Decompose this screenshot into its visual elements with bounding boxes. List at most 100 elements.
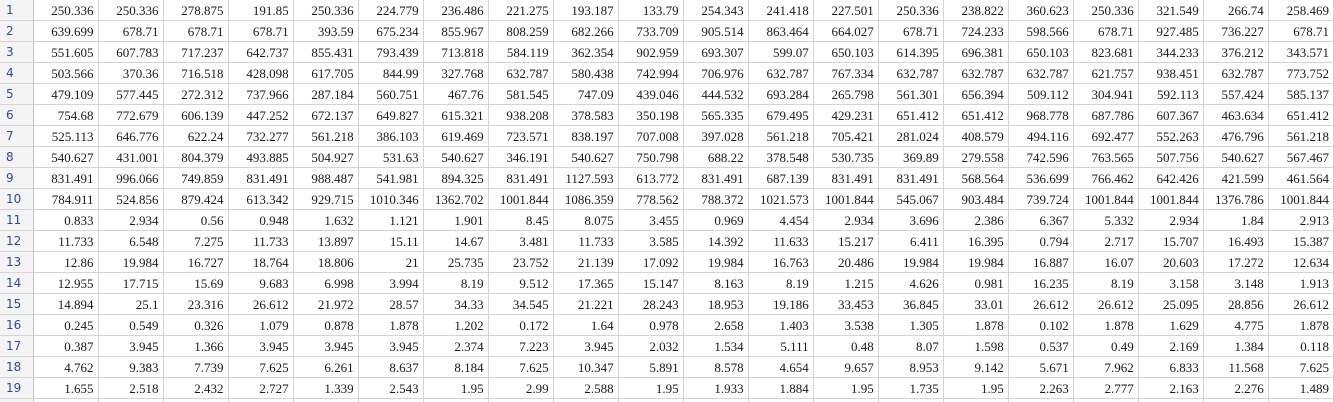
table-cell[interactable]: 15.217 [813, 230, 879, 252]
table-cell[interactable]: 14.67 [423, 230, 489, 252]
table-cell[interactable]: 2.934 [813, 209, 879, 231]
table-cell[interactable]: 12.634 [1268, 251, 1334, 273]
table-cell[interactable]: 540.627 [553, 146, 619, 168]
table-cell[interactable]: 823.681 [1073, 41, 1139, 63]
table-cell[interactable]: 1.384 [1203, 335, 1269, 357]
table-cell[interactable]: 639.699 [33, 20, 99, 42]
table-cell[interactable]: 241.418 [748, 0, 814, 21]
table-cell[interactable]: 428.098 [228, 62, 294, 84]
table-cell[interactable]: 8.19 [423, 272, 489, 294]
table-cell[interactable]: 1001.844 [1138, 188, 1204, 210]
table-cell[interactable]: 2.205 [423, 398, 489, 402]
table-cell[interactable]: 7.625 [228, 356, 294, 378]
table-cell[interactable]: 33.01 [943, 293, 1009, 315]
table-cell[interactable]: 21.972 [293, 293, 359, 315]
table-cell[interactable]: 988.487 [293, 167, 359, 189]
table-cell[interactable]: 369.89 [878, 146, 944, 168]
table-cell[interactable]: 540.627 [33, 146, 99, 168]
table-cell[interactable]: 736.227 [1203, 20, 1269, 42]
row-header[interactable]: 2 [0, 20, 34, 42]
table-cell[interactable]: 19.984 [943, 251, 1009, 273]
table-cell[interactable]: 733.709 [618, 20, 684, 42]
table-cell[interactable]: 18.764 [228, 251, 294, 273]
table-cell[interactable]: 717.237 [163, 41, 229, 63]
table-cell[interactable]: 1.534 [683, 335, 749, 357]
table-cell[interactable]: 541.981 [358, 167, 424, 189]
table-cell[interactable]: 3.805 [813, 398, 879, 402]
table-cell[interactable]: 598.566 [1008, 20, 1074, 42]
table-cell[interactable]: 567.467 [1268, 146, 1334, 168]
table-cell[interactable]: 17.092 [618, 251, 684, 273]
table-cell[interactable]: 370.36 [98, 62, 164, 84]
table-cell[interactable]: 1.339 [293, 377, 359, 399]
table-cell[interactable]: 8.184 [423, 356, 489, 378]
table-cell[interactable]: 651.412 [943, 104, 1009, 126]
table-cell[interactable]: 615.321 [423, 104, 489, 126]
table-cell[interactable]: 632.787 [488, 62, 554, 84]
table-cell[interactable]: 678.71 [98, 20, 164, 42]
table-cell[interactable]: 737.966 [228, 83, 294, 105]
table-cell[interactable]: 773.752 [1268, 62, 1334, 84]
row-header[interactable]: 18 [0, 356, 34, 378]
table-cell[interactable]: 693.284 [748, 83, 814, 105]
table-cell[interactable]: 1.933 [683, 377, 749, 399]
row-header[interactable]: 9 [0, 167, 34, 189]
table-cell[interactable]: 632.787 [943, 62, 1009, 84]
table-cell[interactable]: 855.967 [423, 20, 489, 42]
table-cell[interactable]: 1.84 [1203, 209, 1269, 231]
table-cell[interactable]: 577.445 [98, 83, 164, 105]
table-cell[interactable]: 1001.844 [813, 188, 879, 210]
table-cell[interactable]: 2.276 [1203, 377, 1269, 399]
table-cell[interactable]: 1.202 [423, 314, 489, 336]
table-cell[interactable]: 26.612 [228, 293, 294, 315]
table-cell[interactable]: 592.113 [1138, 83, 1204, 105]
table-cell[interactable]: 16.949 [488, 398, 554, 402]
table-cell[interactable]: 281.024 [878, 125, 944, 147]
table-cell[interactable]: 258.469 [1268, 0, 1334, 21]
table-cell[interactable]: 1.901 [423, 209, 489, 231]
table-cell[interactable]: 742.596 [1008, 146, 1074, 168]
table-cell[interactable]: 479.109 [33, 83, 99, 105]
table-cell[interactable]: 767.334 [813, 62, 879, 84]
table-cell[interactable]: 581.545 [488, 83, 554, 105]
table-cell[interactable]: 8.61 [163, 398, 229, 402]
table-cell[interactable]: 0.326 [163, 314, 229, 336]
table-cell[interactable]: 26.612 [1008, 293, 1074, 315]
table-cell[interactable]: 6.548 [98, 230, 164, 252]
row-header[interactable]: 15 [0, 293, 34, 315]
row-header[interactable]: 11 [0, 209, 34, 231]
table-cell[interactable]: 224.779 [358, 0, 424, 21]
table-cell[interactable]: 705.421 [813, 125, 879, 147]
table-cell[interactable]: 6.411 [878, 230, 944, 252]
table-cell[interactable]: 503.566 [33, 62, 99, 84]
table-cell[interactable]: 772.679 [98, 104, 164, 126]
table-cell[interactable]: 1.629 [1138, 314, 1204, 336]
table-cell[interactable]: 8.163 [683, 272, 749, 294]
table-cell[interactable]: 23.316 [163, 293, 229, 315]
table-cell[interactable]: 2.934 [98, 209, 164, 231]
table-cell[interactable]: 0.549 [98, 314, 164, 336]
table-cell[interactable]: 238.822 [943, 0, 1009, 21]
table-cell[interactable]: 2.727 [228, 377, 294, 399]
table-cell[interactable]: 16.763 [748, 251, 814, 273]
table-cell[interactable]: 5.111 [748, 335, 814, 357]
table-cell[interactable]: 25.735 [423, 251, 489, 273]
table-cell[interactable]: 3.945 [358, 335, 424, 357]
table-cell[interactable]: 17.272 [1203, 251, 1269, 273]
table-cell[interactable]: 6.998 [293, 272, 359, 294]
table-cell[interactable]: 879.424 [163, 188, 229, 210]
table-cell[interactable]: 2.99 [488, 377, 554, 399]
table-cell[interactable]: 11.196 [228, 398, 294, 402]
table-cell[interactable]: 19.984 [683, 251, 749, 273]
table-cell[interactable]: 1.95 [423, 377, 489, 399]
table-cell[interactable]: 2.386 [943, 209, 1009, 231]
table-cell[interactable]: 808.259 [488, 20, 554, 42]
table-cell[interactable]: 3.994 [358, 272, 424, 294]
table-cell[interactable]: 905.514 [683, 20, 749, 42]
table-cell[interactable]: 531.63 [358, 146, 424, 168]
table-cell[interactable]: 9.142 [943, 356, 1009, 378]
row-header[interactable]: 17 [0, 335, 34, 357]
table-cell[interactable]: 321.549 [1138, 0, 1204, 21]
table-cell[interactable]: 557.424 [1203, 83, 1269, 105]
table-cell[interactable]: 2.032 [618, 335, 684, 357]
